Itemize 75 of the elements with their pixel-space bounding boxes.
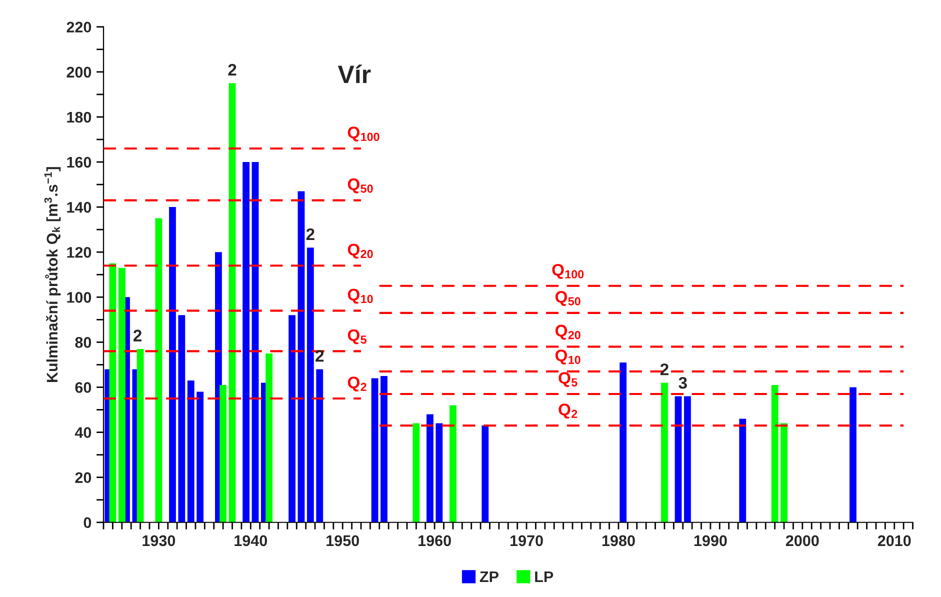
bar [739, 418, 746, 522]
bar [109, 263, 116, 522]
x-tick-label: 1940 [234, 535, 268, 546]
x-tick-label: 1960 [418, 535, 451, 546]
bar [220, 384, 227, 522]
bar [771, 384, 778, 522]
bar [380, 376, 388, 522]
y-tick-label: 100 [67, 292, 92, 303]
bar [252, 162, 259, 522]
bar [228, 83, 236, 522]
y-axis-title: Kulminační průtok Q$_{k}$ [m$^{3}$.s$^{−1}$] [44, 167, 61, 382]
annotation: 3 [678, 376, 687, 389]
bar [178, 315, 186, 522]
bar [136, 348, 144, 522]
bar [661, 382, 668, 522]
series-label: Q$_{100}$ [552, 264, 584, 279]
series-label: Q$_{20}$ [555, 324, 580, 340]
bar [288, 315, 296, 522]
bar [155, 218, 162, 522]
bar [266, 353, 272, 522]
y-tick-label: 40 [74, 427, 92, 438]
series-label: Q$_{5}$ [348, 329, 366, 344]
legend-label: ZP [480, 571, 498, 582]
bar [169, 207, 176, 522]
x-tick-label: 2000 [786, 535, 819, 546]
bar [242, 162, 250, 522]
y-tick-label: 200 [66, 66, 92, 78]
series-label: Q$_{2}$ [558, 404, 578, 419]
y-tick-label: 0 [84, 517, 92, 528]
series-label: Q$_{10}$ [348, 288, 373, 304]
bar [298, 191, 305, 522]
x-tick-label: 1990 [694, 535, 727, 546]
x-tick-label: 1930 [142, 535, 176, 546]
x-tick-label: 1970 [510, 535, 543, 546]
series-label: Q$_{100}$ [348, 126, 380, 142]
series-label: Q$_{20}$ [348, 244, 373, 259]
bar [620, 362, 627, 522]
x-tick-label: 1980 [602, 535, 635, 546]
series-label: Q$_{10}$ [555, 350, 580, 365]
series-label: Q$_{2}$ [348, 376, 366, 392]
legend-label: LP [535, 571, 554, 582]
bar [371, 378, 378, 522]
bar [316, 369, 324, 522]
bar [187, 380, 194, 522]
y-tick-label: 60 [75, 382, 92, 393]
annotation: 2 [133, 330, 142, 342]
bar [684, 396, 691, 522]
y-tick-label: 220 [66, 22, 92, 33]
series-label: Q$_{50}$ [348, 178, 373, 194]
bar [196, 392, 204, 522]
y-tick-label: 80 [75, 337, 92, 348]
bar [412, 423, 420, 522]
y-tick-label: 160 [67, 156, 92, 168]
series-label: Q$_{50}$ [555, 291, 580, 306]
annotation: 2 [228, 64, 236, 76]
bar [674, 396, 682, 522]
annotation: 2 [660, 363, 668, 376]
text: Vír [338, 64, 371, 83]
y-tick-label: 140 [67, 202, 92, 213]
bar [850, 387, 856, 522]
y-tick-label: 20 [75, 472, 92, 484]
bar [426, 414, 434, 522]
y-tick-label: 120 [67, 246, 92, 258]
series-label: Q$_{5}$ [558, 372, 578, 388]
y-tick-label: 180 [67, 112, 92, 123]
bar [482, 426, 489, 522]
bar [450, 405, 456, 522]
bar [118, 268, 126, 522]
annotation: 2 [306, 228, 314, 240]
annotation: 2 [316, 350, 324, 362]
bar [306, 248, 314, 522]
x-tick-label: 2010 [878, 535, 911, 546]
bar [436, 423, 443, 522]
x-tick-label: 1950 [326, 535, 359, 546]
bar [780, 423, 788, 522]
